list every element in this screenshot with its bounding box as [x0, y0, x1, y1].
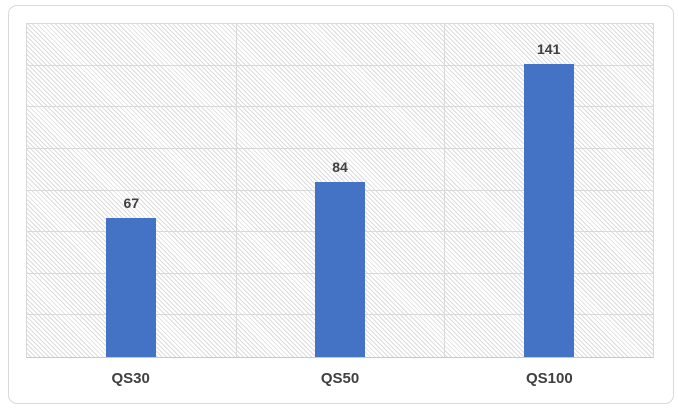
- chart-frame: 67 84 141 QS30 QS50 QS100: [8, 5, 674, 404]
- data-label-qs100: 141: [536, 40, 561, 57]
- horizontal-gridline: [27, 64, 653, 66]
- horizontal-gridline: [27, 147, 653, 149]
- bar-slot: 67: [27, 24, 236, 357]
- category-label-qs30: QS30: [111, 370, 150, 387]
- data-label-qs30: 67: [123, 194, 140, 211]
- bar-qs50: [315, 182, 365, 357]
- plot-area: 67 84 141: [26, 23, 654, 358]
- bars-container: 67 84 141: [27, 24, 653, 357]
- bar-qs30: [106, 217, 157, 357]
- bar-qs100: [523, 63, 574, 357]
- bar-slot: 84: [236, 24, 445, 357]
- bar-slot: 141: [444, 24, 653, 357]
- vertical-gridline: [444, 24, 446, 357]
- category-axis-labels: QS30 QS50 QS100: [26, 358, 654, 387]
- category-label-qs100: QS100: [525, 370, 573, 387]
- category-label-qs50: QS50: [320, 370, 360, 387]
- horizontal-gridline: [27, 106, 653, 108]
- data-label-qs50: 84: [332, 159, 348, 176]
- vertical-gridline: [235, 24, 237, 357]
